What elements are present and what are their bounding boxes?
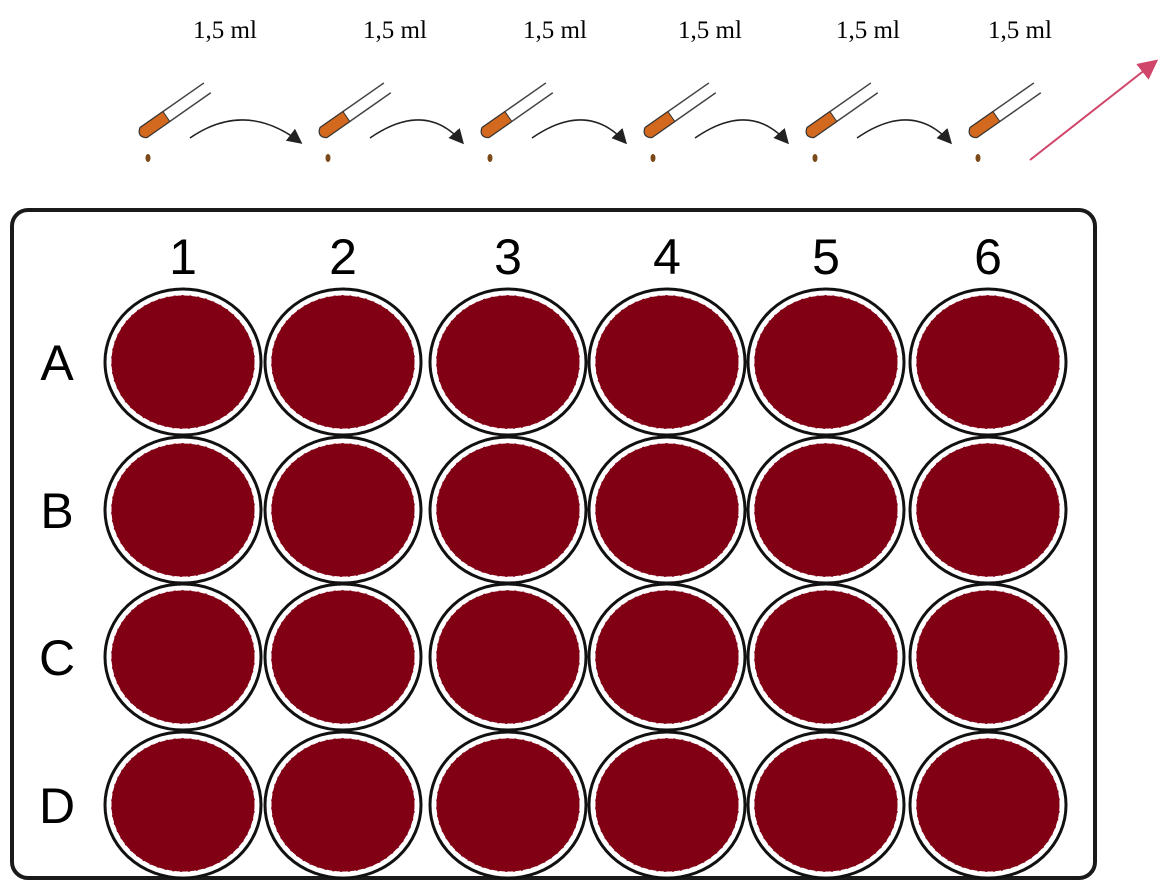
drop: [146, 154, 151, 162]
well-fill: [111, 590, 255, 724]
drop: [651, 154, 656, 162]
row-label: C: [39, 630, 75, 686]
volume-label: 1,5 ml: [523, 17, 587, 44]
row-label: A: [40, 335, 74, 391]
column-label: 3: [494, 229, 522, 285]
well-fill: [436, 738, 580, 872]
well-fill: [595, 738, 739, 872]
row-label: D: [39, 778, 75, 834]
well-fill: [436, 590, 580, 724]
well-fill: [754, 738, 898, 872]
well-fill: [436, 443, 580, 577]
row-label: B: [40, 483, 73, 539]
well-fill: [271, 295, 415, 429]
well-fill: [271, 590, 415, 724]
column-label: 5: [812, 229, 840, 285]
drop: [976, 154, 981, 162]
drop: [326, 154, 331, 162]
well-fill: [111, 738, 255, 872]
volume-label: 1,5 ml: [836, 17, 900, 44]
volume-label: 1,5 ml: [678, 17, 742, 44]
final-arrow: [1030, 62, 1155, 160]
drop: [813, 154, 818, 162]
well-fill: [436, 295, 580, 429]
well-fill: [595, 590, 739, 724]
column-label: 2: [329, 229, 357, 285]
well-fill: [916, 443, 1060, 577]
well-fill: [754, 443, 898, 577]
pipette: [967, 83, 1041, 140]
volume-label: 1,5 ml: [363, 17, 427, 44]
well-fill: [271, 738, 415, 872]
transfer-arrow: [857, 120, 950, 142]
transfer-arrow: [532, 120, 625, 142]
well-fill: [916, 738, 1060, 872]
well-fill: [111, 295, 255, 429]
column-label: 1: [169, 229, 197, 285]
transfer-arrow: [370, 120, 462, 142]
drop: [488, 154, 493, 162]
transfer-arrow: [190, 120, 300, 142]
well-fill: [754, 590, 898, 724]
well-fill: [595, 295, 739, 429]
page: 1,5 ml 1,5 ml 1,5 ml 1,5 ml 1,5 ml 1,5 ml 1 2 3 4…: [0, 0, 1159, 882]
volume-label: 1,5 ml: [988, 17, 1052, 44]
volume-label: 1,5 ml: [193, 17, 257, 44]
well-fill: [271, 443, 415, 577]
well-fill: [111, 443, 255, 577]
column-label: 6: [974, 229, 1002, 285]
transfer-arrow: [695, 120, 787, 142]
well-fill: [754, 295, 898, 429]
well-fill: [916, 590, 1060, 724]
well-fill: [916, 295, 1060, 429]
column-label: 4: [653, 229, 681, 285]
well-fill: [595, 443, 739, 577]
